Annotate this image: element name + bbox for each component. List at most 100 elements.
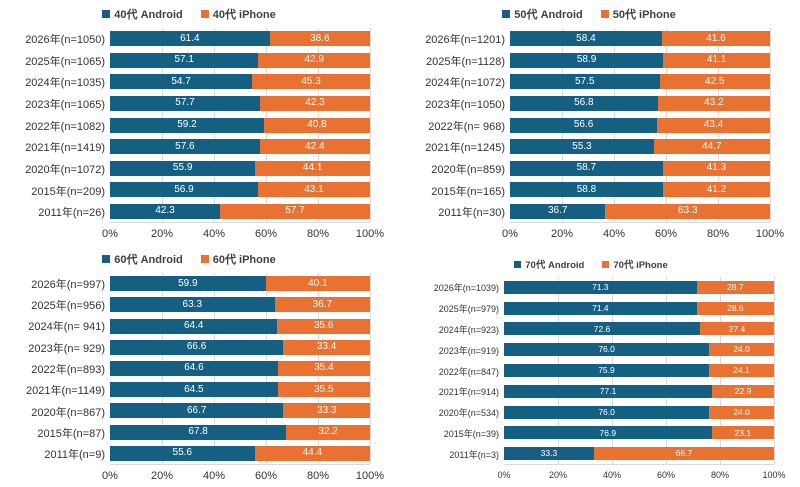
bar-segment-android: 64.5 (110, 382, 278, 398)
bar-segment-iphone: 44.7 (653, 139, 770, 155)
value-label: 44.7 (702, 140, 722, 152)
category-label: 2020年(n=867) (31, 406, 105, 419)
value-label: 24.0 (733, 344, 750, 355)
bar-track: 54.7 45.3 (110, 74, 370, 90)
bar-segment-android: 76.0 (504, 405, 710, 419)
chart-70dai-android-vs-iphone: 70代 Android 70代 iPhone 2026年(n=1039) 2025年(… (400, 245, 800, 487)
value-label: 56.9 (174, 183, 194, 195)
axis-tick-label: 40% (602, 470, 622, 480)
value-label: 32.2 (318, 426, 338, 438)
category-label: 2024年(n=1035) (25, 77, 105, 90)
category-label: 2015年(n=39) (443, 429, 499, 440)
bar-segment-android: 58.7 (510, 160, 663, 176)
bar-track: 66.7 33.3 (110, 403, 370, 419)
legend-swatch-iphone-icon (200, 10, 209, 18)
category-label: 2025年(n=979) (438, 303, 499, 314)
bar-segment-iphone: 33.4 (283, 339, 370, 355)
bar-segment-iphone: 41.2 (662, 182, 770, 198)
axis-tick-label: 80% (710, 470, 730, 480)
axis-tick-label: 80% (306, 470, 330, 482)
bar-segment-iphone: 33.3 (283, 403, 370, 419)
bar-track: 56.8 43.2 (510, 95, 770, 111)
bar-track: 36.7 63.3 (510, 203, 770, 219)
value-label: 44.1 (302, 162, 323, 174)
bar-segment-android: 64.6 (110, 360, 278, 376)
bar-row: 42.3 57.7 (110, 201, 370, 223)
bar-row: 59.2 40.8 (110, 114, 370, 136)
bar-track: 76.9 23.1 (504, 426, 774, 440)
bar-segment-iphone: 40.1 (265, 276, 370, 292)
category-label: 2023年(n=1065) (25, 98, 105, 111)
value-label: 67.8 (188, 426, 208, 438)
bar-segment-iphone: 41.6 (661, 31, 770, 47)
value-label: 43.4 (703, 119, 724, 131)
value-label: 43.2 (704, 97, 724, 109)
bar-row: 64.5 35.5 (110, 379, 370, 400)
bar-segment-iphone: 42.5 (659, 74, 770, 90)
bar-segment-android: 57.1 (110, 52, 259, 68)
bar-segment-iphone: 24.1 (708, 364, 774, 378)
chart-body: 2026年(n=997) 2025年(n=956) 2024年(n= 941) 202… (8, 273, 371, 465)
bar-segment-iphone: 63.3 (605, 203, 770, 219)
bar-segment-iphone: 44.1 (255, 160, 370, 176)
value-label: 57.6 (175, 140, 195, 152)
category-axis: 2026年(n=997) 2025年(n=956) 2024年(n= 941) 202… (8, 273, 110, 465)
chart-body: 2026年(n=1201) 2025年(n=1128) 2024年(n=1072) 2… (408, 28, 771, 223)
value-label: 42.9 (304, 54, 324, 66)
bar-row: 71.3 28.7 (504, 277, 774, 298)
bar-track: 63.3 36.7 (110, 297, 370, 313)
value-label: 63.3 (677, 205, 698, 217)
bar-row: 63.3 36.7 (110, 294, 370, 315)
category-axis: 2026年(n=1201) 2025年(n=1128) 2024年(n=1072) 2… (408, 28, 510, 223)
value-label: 59.2 (177, 119, 197, 131)
category-label: 2021年(n=1419) (25, 142, 105, 155)
bar-row: 77.1 22.9 (504, 381, 774, 402)
axis-tick-label: 0% (102, 470, 118, 482)
chart-body: 2026年(n=1050) 2025年(n=1065) 2024年(n=1035) 2… (8, 28, 371, 223)
bar-row: 33.3 66.7 (504, 443, 774, 464)
bar-track: 75.9 24.1 (504, 364, 774, 378)
bar-segment-iphone: 42.4 (259, 139, 370, 155)
bar-segment-android: 55.9 (110, 160, 256, 176)
bar-row: 59.9 40.1 (110, 273, 370, 294)
legend-label: 40代 Android (114, 9, 183, 21)
legend-item: 70代 iPhone (602, 257, 668, 271)
legend: 70代 Android 70代 iPhone (408, 257, 774, 271)
value-label: 38.6 (310, 32, 330, 44)
category-label: 2021年(n=1149) (26, 385, 105, 398)
bar-segment-android: 36.7 (510, 203, 606, 219)
bar-row: 64.4 35.6 (110, 315, 370, 336)
bar-row: 56.9 43.1 (110, 179, 370, 201)
category-label: 2024年(n= 941) (28, 321, 105, 334)
value-label: 64.5 (184, 383, 204, 395)
value-label: 71.4 (592, 302, 609, 313)
bar-segment-iphone: 38.6 (269, 31, 370, 47)
bar-row: 54.7 45.3 (110, 71, 370, 93)
axis-tick-label: 60% (656, 470, 676, 480)
category-label: 2021年(n=914) (438, 387, 499, 398)
bar-track: 58.4 41.6 (510, 31, 770, 47)
bar-segment-iphone: 35.4 (277, 360, 370, 376)
bar-row: 76.0 24.0 (504, 402, 774, 423)
bar-segment-android: 71.4 (504, 301, 697, 315)
chart-50dai-android-vs-iphone: 50代 Android 50代 iPhone 2026年(n=1201) 2025年(… (400, 0, 800, 245)
legend-item: 50代 Android (502, 6, 583, 22)
bar-segment-iphone: 22.9 (712, 384, 774, 398)
bar-track: 42.3 57.7 (110, 203, 370, 219)
legend-swatch-android-icon (102, 10, 111, 18)
axis-tick-label: 0% (502, 228, 518, 240)
bar-segment-iphone: 45.3 (252, 74, 370, 90)
category-label: 2023年(n=919) (438, 345, 499, 356)
bar-segment-iphone: 41.1 (663, 52, 770, 68)
bar-row: 66.6 33.4 (110, 337, 370, 358)
bar-track: 64.6 35.4 (110, 360, 370, 376)
bar-track: 58.8 41.2 (510, 182, 770, 198)
bar-track: 59.2 40.8 (110, 117, 370, 133)
bar-segment-android: 76.0 (504, 343, 710, 357)
value-label: 44.4 (302, 447, 322, 459)
value-label: 76.0 (598, 406, 615, 417)
legend: 40代 Android 40代 iPhone (8, 6, 370, 22)
bar-track: 72.6 27.4 (504, 322, 774, 336)
value-label: 23.1 (734, 427, 752, 438)
